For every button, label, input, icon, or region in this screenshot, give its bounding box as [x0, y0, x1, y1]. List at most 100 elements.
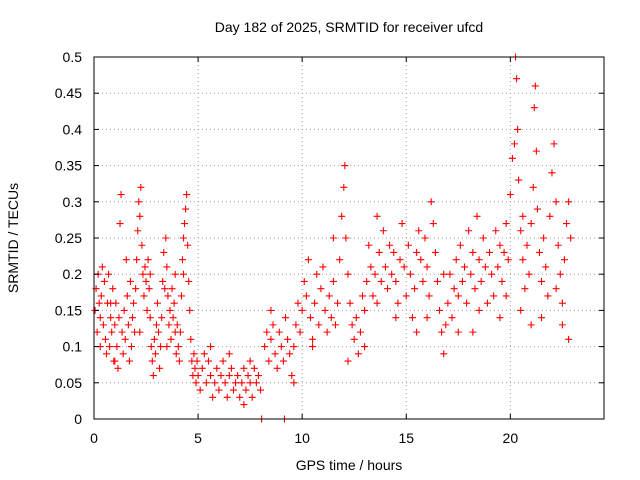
data-point — [448, 314, 456, 322]
data-point — [529, 183, 537, 191]
data-point — [261, 343, 269, 351]
data-point — [558, 299, 566, 307]
data-point — [151, 350, 159, 358]
data-point — [396, 256, 404, 264]
data-point — [99, 321, 107, 329]
data-point — [118, 328, 126, 336]
data-point — [282, 314, 290, 322]
data-point — [546, 212, 554, 220]
data-point — [542, 263, 550, 271]
data-point — [159, 277, 167, 285]
data-point — [548, 169, 556, 177]
data-point — [119, 350, 127, 358]
data-point — [373, 299, 381, 307]
data-point — [140, 292, 148, 300]
data-point — [198, 364, 206, 372]
data-point — [565, 198, 573, 206]
data-point — [344, 357, 352, 365]
data-point — [176, 328, 184, 336]
data-point — [161, 285, 169, 293]
data-point — [115, 314, 123, 322]
data-point — [169, 314, 177, 322]
data-point — [265, 357, 273, 365]
data-point — [242, 386, 250, 394]
data-point — [246, 379, 254, 387]
data-point — [136, 212, 144, 220]
data-point — [552, 198, 560, 206]
data-point — [444, 299, 452, 307]
data-point — [114, 364, 122, 372]
data-point — [381, 263, 389, 271]
data-point — [323, 328, 331, 336]
data-point — [309, 335, 317, 343]
data-point — [327, 314, 335, 322]
data-point — [267, 306, 275, 314]
data-point — [479, 234, 487, 242]
x-tick-label: 15 — [398, 430, 414, 446]
data-point — [141, 263, 149, 271]
data-point — [415, 227, 423, 235]
data-point — [454, 328, 462, 336]
data-point — [124, 321, 132, 329]
data-point — [143, 306, 151, 314]
x-axis-ticks: 0 5 10 15 20 — [90, 57, 518, 446]
data-point — [431, 248, 439, 256]
data-point — [404, 241, 412, 249]
data-point — [215, 386, 223, 394]
data-point — [225, 372, 233, 380]
data-point — [500, 248, 508, 256]
data-point — [192, 379, 200, 387]
data-point — [375, 248, 383, 256]
gridlines — [94, 57, 604, 419]
y-tick-label: 0.15 — [55, 302, 82, 318]
data-point — [240, 401, 248, 409]
data-point — [567, 234, 575, 242]
data-point — [531, 82, 539, 90]
data-point — [135, 198, 143, 206]
data-point — [217, 372, 225, 380]
data-point — [550, 140, 558, 148]
data-point — [160, 248, 168, 256]
data-point — [209, 393, 217, 401]
data-point — [384, 285, 392, 293]
data-point — [298, 306, 306, 314]
data-point — [340, 183, 348, 191]
data-point — [521, 285, 529, 293]
data-point — [183, 191, 191, 199]
data-point — [229, 386, 237, 394]
data-point — [309, 343, 317, 351]
data-point — [502, 220, 510, 228]
data-point — [172, 350, 180, 358]
data-point — [306, 314, 314, 322]
data-point — [93, 328, 101, 336]
data-point — [182, 205, 190, 213]
data-point — [97, 292, 105, 300]
data-point — [250, 364, 258, 372]
x-tick-label: 5 — [194, 430, 202, 446]
data-point — [284, 335, 292, 343]
data-point — [248, 393, 256, 401]
data-point — [408, 314, 416, 322]
data-point — [191, 364, 199, 372]
data-point — [517, 227, 525, 235]
data-point — [196, 386, 204, 394]
data-point — [519, 256, 527, 264]
data-point — [419, 277, 427, 285]
data-point — [130, 299, 138, 307]
data-point — [538, 277, 546, 285]
x-axis-title: GPS time / hours — [296, 457, 403, 473]
data-point — [116, 220, 124, 228]
data-point — [127, 343, 135, 351]
data-point — [177, 292, 185, 300]
data-point — [137, 183, 145, 191]
data-point — [117, 191, 125, 199]
data-point — [540, 234, 548, 242]
data-point — [162, 234, 170, 242]
data-point — [257, 386, 265, 394]
data-point — [532, 147, 540, 155]
data-point — [477, 277, 485, 285]
data-point — [240, 364, 248, 372]
data-point — [267, 335, 275, 343]
data-point — [341, 162, 349, 170]
